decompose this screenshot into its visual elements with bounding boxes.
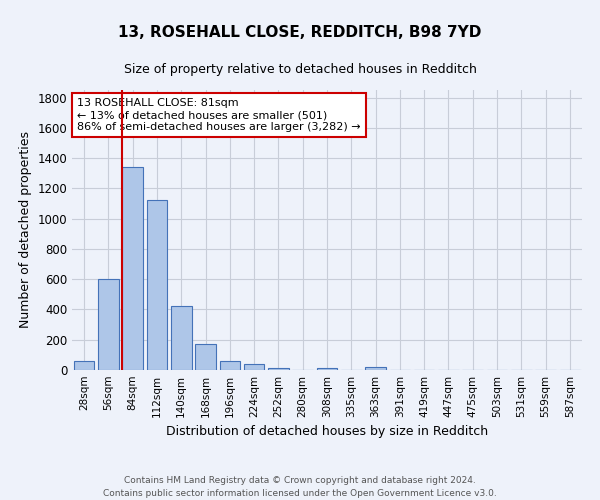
Bar <box>146 200 167 370</box>
Bar <box>365 367 386 370</box>
Bar <box>74 361 94 370</box>
Bar <box>268 368 289 370</box>
Text: Contains HM Land Registry data © Crown copyright and database right 2024.
Contai: Contains HM Land Registry data © Crown c… <box>103 476 497 498</box>
X-axis label: Distribution of detached houses by size in Redditch: Distribution of detached houses by size … <box>166 426 488 438</box>
Text: 13, ROSEHALL CLOSE, REDDITCH, B98 7YD: 13, ROSEHALL CLOSE, REDDITCH, B98 7YD <box>118 25 482 40</box>
Bar <box>220 361 240 370</box>
Bar <box>122 167 143 370</box>
Bar <box>244 364 265 370</box>
Text: 13 ROSEHALL CLOSE: 81sqm
← 13% of detached houses are smaller (501)
86% of semi-: 13 ROSEHALL CLOSE: 81sqm ← 13% of detach… <box>77 98 361 132</box>
Text: Size of property relative to detached houses in Redditch: Size of property relative to detached ho… <box>124 62 476 76</box>
Bar <box>98 279 119 370</box>
Bar <box>195 344 216 370</box>
Bar <box>317 368 337 370</box>
Y-axis label: Number of detached properties: Number of detached properties <box>19 132 32 328</box>
Bar <box>171 306 191 370</box>
